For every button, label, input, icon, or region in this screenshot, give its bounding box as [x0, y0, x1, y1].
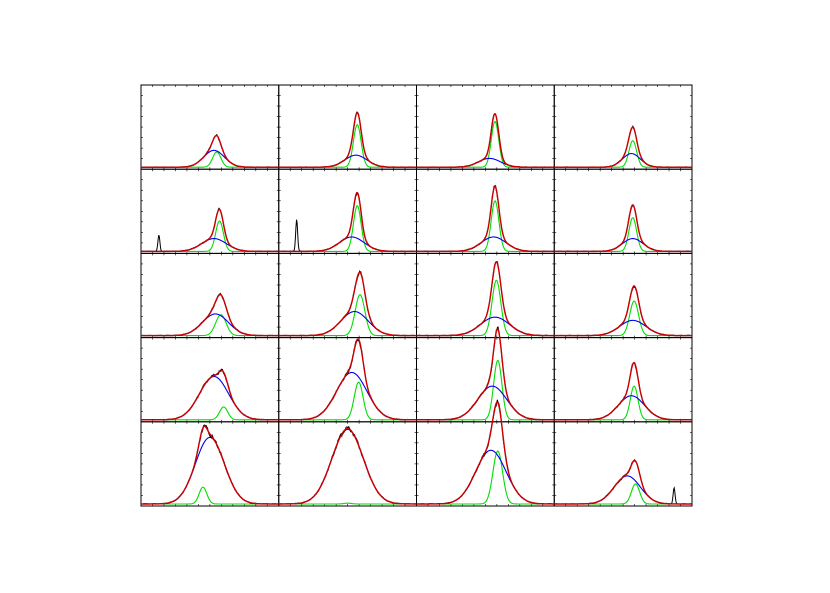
panel-r5c4-total-fit [554, 459, 692, 505]
panel-r2c3-frame [416, 168, 555, 254]
panel-r5c2-frame [278, 421, 417, 507]
panel-r5c1-broad-component [141, 436, 279, 505]
panel-r3c4-narrow-component [554, 300, 692, 337]
panel-r3c3-narrow-component [416, 279, 555, 337]
panel-r5c1-narrow-component [141, 486, 279, 505]
panel-r1c4-observed-spectrum [554, 125, 692, 168]
panel-r1c1-frame [140, 84, 280, 170]
panel-r3c1-total-fit [141, 293, 279, 337]
panel-r3c1-frame [140, 252, 280, 339]
panel-r5c3-frame [416, 421, 555, 507]
panel-r1c2-observed-spectrum [278, 111, 417, 168]
panel-r5c1-observed-spectrum [141, 424, 279, 505]
panel-r5c2-total-fit [278, 427, 417, 505]
panel-r1c3-narrow-component [416, 120, 555, 168]
panel-r5c2-narrow-component [278, 502, 417, 505]
panel-r3c2-frame [278, 252, 417, 339]
panel-r2c2-narrow-component [278, 205, 417, 252]
panel-r5c4-frame [553, 421, 693, 507]
panel-r1c4-broad-component [554, 153, 692, 168]
panel-r3c2-broad-component [278, 310, 417, 337]
panel-r4c4-frame [553, 337, 693, 423]
panel-r4c3-observed-spectrum [416, 326, 555, 421]
panel-r4c1-frame [140, 337, 280, 423]
panel-r1c4-narrow-component [554, 140, 692, 168]
panel-r5c4-broad-component [554, 475, 692, 505]
panel-r3c3-observed-spectrum [416, 261, 555, 337]
panel-r4c1-broad-component [141, 375, 279, 421]
panel-r3c4-total-fit [554, 285, 692, 337]
panel-r2c2-total-fit [278, 191, 417, 253]
panel-r4c3-frame [416, 337, 555, 423]
panel-r3c1-broad-component [141, 313, 279, 337]
panel-r3c1-narrow-component [141, 314, 279, 337]
panel-r1c1-narrow-component [141, 151, 279, 168]
panel-r4c4-narrow-component [554, 385, 692, 421]
panel-r1c1-broad-component [141, 149, 279, 168]
panel-r5c4-narrow-component [554, 483, 692, 505]
panel-r4c2-observed-spectrum [278, 339, 417, 421]
panel-r3c2-total-fit [278, 271, 417, 337]
panel-r4c3-total-fit [416, 328, 555, 421]
panel-r2c1-narrow-component [141, 220, 279, 252]
panel-r2c2-observed-spectrum [278, 192, 417, 252]
panel-r5c3-broad-component [416, 449, 555, 505]
panel-r5c1-total-fit [141, 425, 279, 505]
panel-r1c3-total-fit [416, 112, 555, 168]
panel-r3c4-frame [553, 252, 693, 339]
panel-r5c3-total-fit [416, 401, 555, 505]
panel-r5c2-broad-component [278, 428, 417, 505]
panel-r2c4-total-fit [554, 204, 692, 253]
panel-r4c4-total-fit [554, 361, 692, 421]
panel-r2c3-total-fit [416, 185, 555, 253]
panel-r5c2-observed-spectrum [278, 425, 417, 505]
panel-r4c2-frame [278, 337, 417, 423]
panel-r4c2-narrow-component [278, 381, 417, 421]
panel-r3c3-frame [416, 252, 555, 339]
panel-r4c4-observed-spectrum [554, 362, 693, 421]
panel-r4c3-broad-component [416, 385, 555, 421]
panel-r4c1-narrow-component [141, 406, 279, 421]
panel-r5c3-narrow-component [416, 450, 555, 505]
panel-r5c4-observed-spectrum [554, 458, 693, 505]
panel-r1c1-observed-spectrum [140, 133, 279, 168]
panel-r3c3-total-fit [416, 260, 555, 337]
panel-r2c3-narrow-component [416, 200, 555, 252]
panel-r1c4-total-fit [554, 126, 692, 168]
panel-r4c1-total-fit [141, 370, 279, 421]
panel-r1c1-total-fit [141, 134, 279, 168]
panel-r2c1-observed-spectrum [140, 207, 279, 252]
panel-r2c3-observed-spectrum [416, 184, 555, 252]
panel-r3c4-observed-spectrum [554, 284, 692, 337]
panel-r1c2-narrow-component [278, 124, 417, 168]
panel-r2c2-frame [278, 168, 417, 254]
panel-r3c2-observed-spectrum [278, 269, 417, 337]
panel-r3c2-narrow-component [278, 294, 417, 337]
panel-r1c2-total-fit [278, 111, 417, 168]
panel-r2c1-total-fit [141, 208, 279, 253]
panel-r2c4-narrow-component [554, 217, 692, 252]
panel-r2c4-observed-spectrum [554, 203, 692, 252]
panel-r4c1-observed-spectrum [141, 368, 279, 421]
panel-r4c2-broad-component [278, 371, 417, 421]
panel-r4c2-total-fit [278, 338, 417, 421]
panel-r2c1-frame [140, 168, 280, 254]
